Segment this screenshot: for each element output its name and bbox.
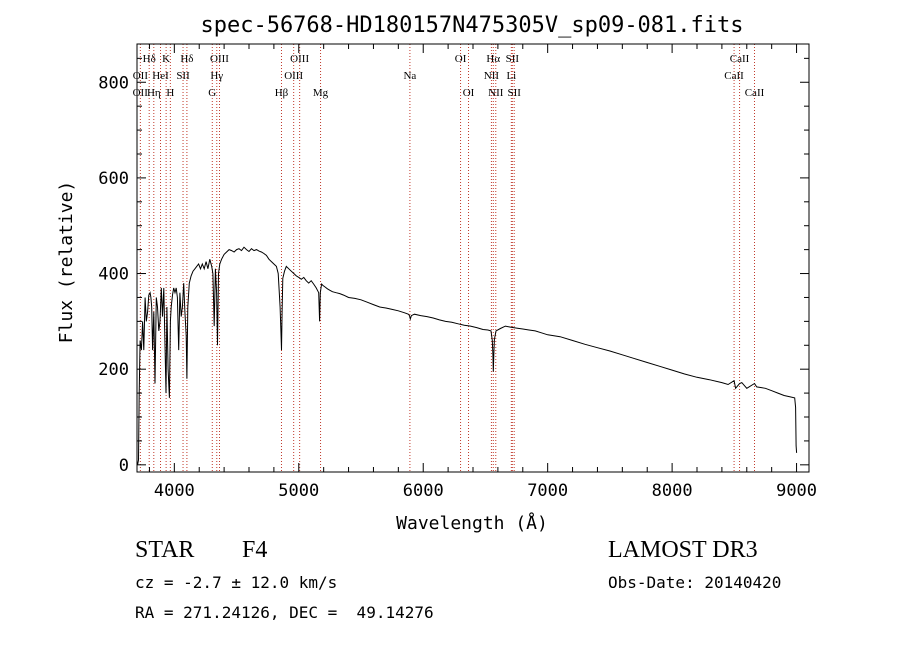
line-label: OI [455, 53, 467, 65]
y-axis: 0 200 400 600 800 [98, 57, 809, 476]
line-label: SII [506, 53, 520, 65]
ra-dec: RA = 271.24126, DEC = 49.14276 [135, 603, 434, 622]
line-label: OIII [284, 70, 303, 82]
line-label: Hα [486, 53, 500, 65]
line-label: SII [176, 70, 190, 82]
y-tick-label: 400 [98, 265, 129, 285]
line-label: Hδ [180, 53, 193, 65]
line-labels: Hδ K Hδ OIII OIII OI Hα SII CaII OII HeI SII Hγ OIII N… [133, 53, 765, 99]
y-tick-label: 0 [119, 456, 129, 476]
y-tick-label: 200 [98, 360, 129, 380]
plot-frame [136, 43, 810, 473]
x-tick-label: 7000 [527, 481, 568, 501]
line-label: OII [133, 87, 149, 99]
line-label: HeI [152, 70, 169, 82]
line-label: CaII [724, 70, 744, 82]
object-class: STAR [135, 537, 195, 563]
line-label: OIII [210, 53, 229, 65]
line-label: K [162, 53, 170, 65]
line-label: Li [506, 70, 516, 82]
x-axis-label: Wavelength (Å) [396, 512, 548, 534]
line-label: Hη [147, 87, 161, 99]
line-label: CaII [745, 87, 765, 99]
line-label: SII [507, 87, 521, 99]
line-label: Hγ [210, 70, 223, 82]
line-label: Na [403, 70, 416, 82]
y-tick-label: 800 [98, 73, 129, 93]
line-label: Hβ [275, 87, 289, 99]
line-label: H [166, 87, 174, 99]
x-tick-label: 5000 [278, 481, 319, 501]
x-tick-label: 9000 [776, 481, 817, 501]
line-label: OIII [290, 53, 309, 65]
emission-line-markers [139, 44, 755, 472]
redshift-cz: cz = -2.7 ± 12.0 km/s [135, 573, 338, 592]
chart-title: spec-56768-HD180157N475305V_sp09-081.fit… [200, 13, 743, 38]
x-tick-label: 4000 [154, 481, 195, 501]
y-axis-label: Flux (relative) [56, 181, 77, 344]
x-tick-label: 8000 [652, 481, 693, 501]
survey-name: LAMOST DR3 [608, 537, 758, 563]
observation-date: Obs-Date: 20140420 [608, 573, 782, 592]
object-subclass: F4 [242, 537, 268, 563]
x-axis: 4000 5000 6000 7000 8000 9000 [148, 44, 817, 501]
line-label: OII [133, 70, 149, 82]
line-label: Mg [313, 87, 329, 99]
line-label: G [208, 87, 216, 99]
line-label: NII [488, 87, 504, 99]
line-label: NII [484, 70, 500, 82]
line-label: CaII [730, 53, 750, 65]
spectrum-line [137, 246, 798, 465]
line-label: OI [463, 87, 475, 99]
line-label: Hδ [143, 53, 156, 65]
y-tick-label: 600 [98, 169, 129, 189]
x-tick-label: 6000 [403, 481, 444, 501]
